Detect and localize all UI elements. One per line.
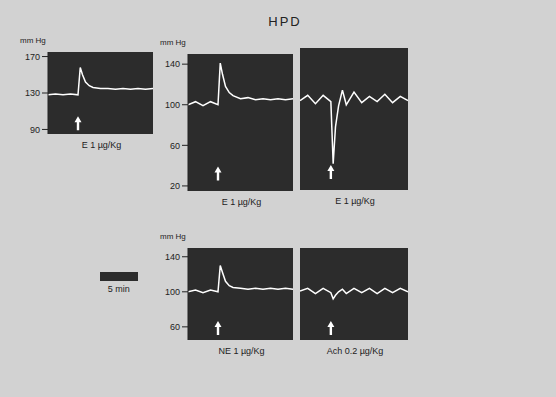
html-text:mm Hg: mm Hg	[20, 36, 46, 45]
html-text:E 1 µg/Kg: E 1 µg/Kg	[221, 197, 262, 207]
html-text:NE 1 µg/Kg: NE 1 µg/Kg	[218, 346, 265, 356]
html-text:HPD: HPD	[268, 14, 302, 29]
svg-text:140: 140	[165, 252, 180, 262]
html-text:mm Hg: mm Hg	[160, 38, 186, 47]
html-text:Ach 0.2 µg/Kg: Ach 0.2 µg/Kg	[326, 346, 384, 356]
html-text:E 1 µg/Kg: E 1 µg/Kg	[81, 140, 122, 150]
svg-text:60: 60	[170, 141, 180, 151]
html-text:mm Hg: mm Hg	[160, 232, 186, 241]
svg-text:90: 90	[30, 125, 40, 135]
svg-text:20: 20	[170, 181, 180, 191]
html-text:5 min: 5 min	[107, 284, 130, 294]
svg-text:60: 60	[170, 322, 180, 332]
svg-text:100: 100	[165, 287, 180, 297]
html-text:E 1 µg/Kg: E 1 µg/Kg	[335, 196, 375, 206]
svg-text:130: 130	[25, 88, 40, 98]
svg-text:100: 100	[165, 100, 180, 110]
svg-text:140: 140	[165, 59, 180, 69]
svg-text:170: 170	[25, 52, 40, 62]
